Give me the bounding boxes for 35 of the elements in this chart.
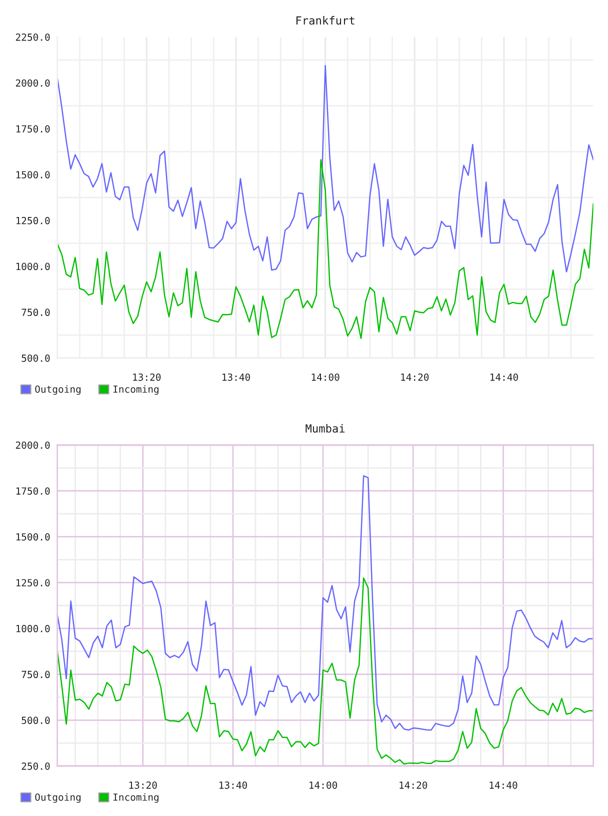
chart-title: Frankfurt xyxy=(296,16,354,25)
y-tick-label: 1750.0 xyxy=(16,487,50,495)
x-tick-label: 13:40 xyxy=(220,782,247,789)
x-tick-label: 14:20 xyxy=(401,374,429,381)
legend-label: Outgoing xyxy=(35,793,81,803)
y-tick-label: 1000.0 xyxy=(16,262,50,270)
chart-title: Mumbai xyxy=(306,424,345,433)
legend-label: Incoming xyxy=(113,385,158,395)
x-tick-label: 14:40 xyxy=(490,782,518,789)
x-tick-label: 13:20 xyxy=(129,782,157,789)
y-tick-label: 1250.0 xyxy=(16,579,50,586)
x-tick-label: 13:20 xyxy=(133,374,161,381)
x-tick-label: 14:40 xyxy=(490,374,518,381)
y-tick-label: 500.0 xyxy=(22,716,50,724)
line-series xyxy=(57,475,594,731)
x-tick-label: 13:40 xyxy=(222,374,250,381)
y-tick-label: 2000.0 xyxy=(16,79,50,87)
y-tick-label: 1250.0 xyxy=(16,216,50,224)
y-tick-label: 1000.0 xyxy=(16,624,50,632)
y-tick-label: 750.0 xyxy=(22,670,50,678)
x-tick-label: 14:20 xyxy=(400,782,428,789)
line-series xyxy=(57,159,594,339)
y-tick-label: 2000.0 xyxy=(16,442,50,449)
y-tick-label: 1500.0 xyxy=(16,171,50,178)
x-tick-label: 14:00 xyxy=(312,374,340,381)
legend-label: Outgoing xyxy=(35,385,81,395)
y-tick-label: 1750.0 xyxy=(16,125,50,133)
y-tick-label: 250.0 xyxy=(22,762,50,770)
y-tick-label: 750.0 xyxy=(22,308,50,316)
y-tick-label: 2250.0 xyxy=(16,34,50,41)
y-tick-label: 500.0 xyxy=(22,354,50,362)
legend-label: Incoming xyxy=(113,793,158,803)
x-tick-label: 14:00 xyxy=(310,782,338,789)
line-series xyxy=(57,64,594,272)
y-tick-label: 1500.0 xyxy=(16,533,50,541)
